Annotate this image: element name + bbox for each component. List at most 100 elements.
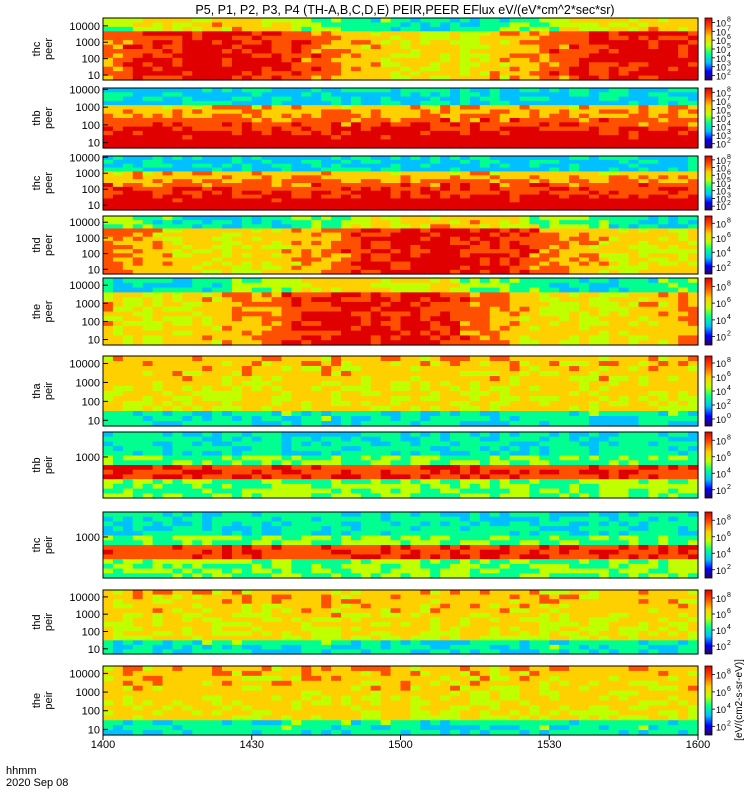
spectrogram-image xyxy=(103,278,699,346)
colorbar-tick-label: 10 xyxy=(716,642,726,652)
y-tick-label: 100 xyxy=(82,249,100,261)
colorbar-tick-exponent: 6 xyxy=(727,103,731,110)
colorbar-tick-exponent: 6 xyxy=(727,232,731,239)
y-tick-label: 10000 xyxy=(69,592,100,604)
y-tick-label: 100 xyxy=(82,396,100,408)
y-tick-label: 10 xyxy=(88,70,100,82)
y-tick-label: 10 xyxy=(88,415,100,427)
panel-ylabel: peer xyxy=(43,38,55,60)
colorbar-tick-exponent: 5 xyxy=(727,112,731,119)
spectrogram-image xyxy=(103,216,699,275)
panel-ylabel: thb xyxy=(31,110,43,125)
colorbar-tick-label: 10 xyxy=(716,54,726,64)
colorbar-tick-label: 10 xyxy=(716,97,726,107)
y-tick-label: 10 xyxy=(88,264,100,276)
colorbar-tick-exponent: 6 xyxy=(727,34,731,41)
colorbar-tick-label: 10 xyxy=(716,316,726,326)
colorbar-tick-exponent: 4 xyxy=(727,52,731,59)
colorbar-tick-label: 10 xyxy=(716,131,726,141)
colorbar-tick-exponent: 5 xyxy=(727,43,731,50)
y-tick-label: 10000 xyxy=(69,84,100,96)
colorbar-tick-label: 10 xyxy=(716,156,726,166)
colorbar-tick-label: 10 xyxy=(716,18,726,28)
colorbar-tick-exponent: 2 xyxy=(727,564,731,571)
y-tick-label: 1000 xyxy=(76,609,100,621)
panel-ylabel: tha xyxy=(31,382,43,398)
spectrogram-image xyxy=(103,590,699,655)
colorbar-tick-label: 10 xyxy=(716,45,726,55)
colorbar-tick-exponent: 7 xyxy=(727,25,731,32)
panel-ylabel: thb xyxy=(31,457,43,472)
colorbar-tick-label: 10 xyxy=(716,671,726,681)
colorbar-tick-exponent: 2 xyxy=(727,484,731,491)
colorbar-tick-label: 10 xyxy=(716,387,726,397)
colorbar-tick-exponent: 4 xyxy=(727,121,731,128)
colorbar-unit-label: [eV/(cm2-s-sr-eV)] xyxy=(734,659,745,741)
panel-ylabel: peir xyxy=(43,612,55,631)
panel-ylabel: thc xyxy=(31,41,43,56)
panel-ylabel: thd xyxy=(31,237,43,252)
colorbar-tick-label: 10 xyxy=(716,72,726,82)
colorbar-tick-label: 10 xyxy=(716,234,726,244)
colorbar-tick-exponent: 2 xyxy=(727,70,731,77)
colorbar-tick-label: 10 xyxy=(716,27,726,37)
panel-ylabel: thc xyxy=(31,537,43,552)
colorbar-tick-label: 10 xyxy=(716,594,726,604)
y-tick-label: 10000 xyxy=(69,280,100,292)
colorbar-tick-exponent: 5 xyxy=(727,177,731,184)
colorbar-tick-exponent: 8 xyxy=(727,86,731,93)
colorbar-tick-exponent: 8 xyxy=(727,592,731,599)
colorbar-tick-label: 10 xyxy=(716,282,726,292)
colorbar-tick-label: 10 xyxy=(716,401,726,411)
colorbar-tick-label: 10 xyxy=(716,436,726,446)
colorbar-tick-exponent: 6 xyxy=(727,531,731,538)
y-tick-label: 10 xyxy=(88,138,100,150)
panel-ylabel: thc xyxy=(31,175,43,190)
colorbar-tick-exponent: 3 xyxy=(727,61,731,68)
colorbar-tick-label: 10 xyxy=(716,373,726,383)
time-axis-label: hhmm xyxy=(6,765,37,777)
y-tick-label: 10 xyxy=(88,335,100,347)
colorbar-tick-exponent: 4 xyxy=(727,314,731,321)
panel-ylabel: peir xyxy=(43,455,55,474)
panel-ylabel: peer xyxy=(43,172,55,194)
colorbar-tick-label: 10 xyxy=(716,219,726,229)
colorbar-tick-exponent: 6 xyxy=(727,169,731,176)
y-tick-label: 100 xyxy=(82,120,100,132)
colorbar-tick-exponent: 8 xyxy=(727,514,731,521)
colorbar-tick-label: 10 xyxy=(716,722,726,732)
x-tick-label: 1400 xyxy=(91,739,115,751)
y-tick-label: 1000 xyxy=(76,532,100,544)
colorbar-tick-exponent: 8 xyxy=(727,16,731,23)
colorbar-tick-label: 10 xyxy=(716,486,726,496)
colorbar-tick-label: 10 xyxy=(716,359,726,369)
colorbar-tick-label: 10 xyxy=(716,626,726,636)
colorbar-tick-label: 10 xyxy=(716,516,726,526)
colorbar-tick-exponent: 3 xyxy=(727,192,731,199)
x-tick-label: 1430 xyxy=(240,739,264,751)
colorbar-tick-exponent: 2 xyxy=(727,331,731,338)
colorbar-tick-label: 10 xyxy=(716,453,726,463)
y-tick-label: 1000 xyxy=(76,233,100,245)
colorbar-tick-label: 10 xyxy=(716,610,726,620)
y-tick-label: 10 xyxy=(88,644,100,656)
x-tick-label: 1530 xyxy=(537,739,561,751)
y-tick-label: 10000 xyxy=(69,21,100,33)
y-tick-label: 1000 xyxy=(76,377,100,389)
y-tick-label: 1000 xyxy=(76,168,100,180)
colorbar-tick-label: 10 xyxy=(716,63,726,73)
panel-ylabel: the xyxy=(31,693,43,708)
colorbar-tick-exponent: 4 xyxy=(727,185,731,192)
